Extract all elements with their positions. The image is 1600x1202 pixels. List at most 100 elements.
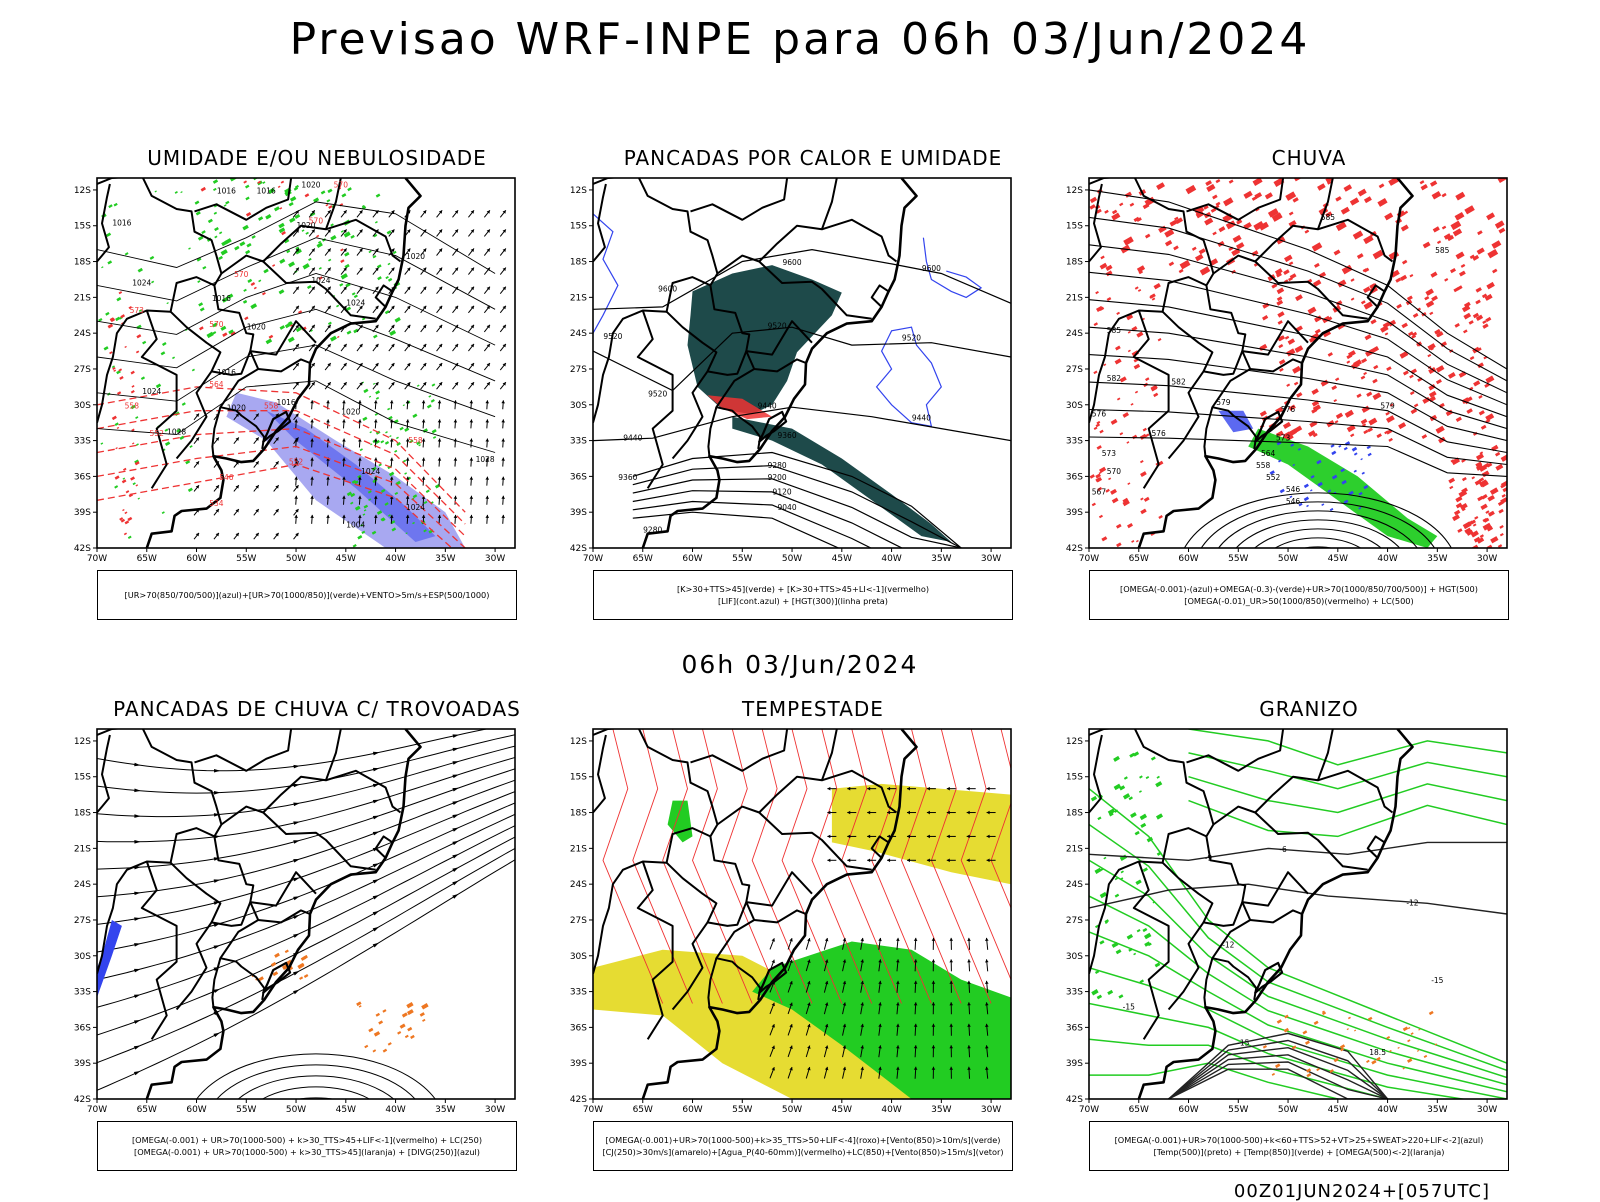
map-granizo: -6-9-12-12-15-15-1518.512S15S18S21S24S27… [1044,697,1524,1177]
lat-tick-label: 24S [74,880,91,890]
lon-tick-label: 40W [881,554,901,564]
contour-label: 9520 [648,389,667,398]
panel-caption: [OMEGA(-0.001) + UR>70(1000-500) + k>30_… [97,1121,517,1171]
contour-label: 570 [1107,467,1122,476]
panel-caption: [OMEGA(-0.001)+UR>70(1000-500)+k>35_TTS>… [593,1121,1013,1171]
lon-tick-label: 45W [832,554,852,564]
lat-tick-label: 18S [74,258,91,268]
contour-label: 1016 [277,398,296,407]
lat-tick-label: 24S [1066,880,1083,890]
lon-tick-label: 35W [1427,554,1447,564]
lat-tick-label: 42S [570,544,587,554]
contour-label: 558 [1256,461,1271,470]
lat-tick-label: 33S [74,437,91,447]
lat-tick-label: 36S [1066,472,1083,482]
contour-label: 546 [1286,485,1301,494]
lat-tick-label: 24S [570,329,587,339]
contour-label: 1024 [132,278,151,287]
contour-label: 9200 [768,473,787,482]
lat-tick-label: 42S [570,1095,587,1105]
contour-label: 9520 [902,333,921,342]
lat-tick-label: 30S [1066,952,1083,962]
contour-label: 9600 [922,264,941,273]
contour-label: 564 [209,380,224,389]
lat-tick-label: 15S [1066,222,1083,232]
contour-label: 567 [1092,487,1107,496]
lon-tick-label: 60W [1178,1105,1198,1115]
lon-tick-label: 70W [583,1105,603,1115]
lat-tick-label: 15S [1066,773,1083,783]
lat-tick-label: 30S [1066,401,1083,411]
contour-label: -9 [1205,853,1213,862]
lon-tick-label: 40W [385,1105,405,1115]
lat-tick-label: 12S [1066,186,1083,196]
lat-tick-label: 12S [570,186,587,196]
contour-label: 1028 [167,428,186,437]
lat-tick-label: 21S [74,293,91,303]
lon-tick-label: 35W [435,554,455,564]
lon-tick-label: 45W [336,1105,356,1115]
lat-tick-label: 27S [1066,916,1083,926]
contour-label: 1004 [346,521,365,530]
lat-tick-label: 27S [570,916,587,926]
lon-tick-label: 55W [236,554,256,564]
contour-label: 1016 [112,219,131,228]
contour-label: 573 [1276,434,1291,443]
lon-tick-label: 40W [1377,1105,1397,1115]
contour-label: 1016 [212,294,231,303]
contour-label: 558 [264,401,279,410]
contour-label: 582 [1107,374,1122,383]
contour-label: 1024 [311,276,330,285]
lat-tick-label: 24S [570,880,587,890]
lon-tick-label: 55W [1228,554,1248,564]
lon-tick-label: 60W [682,1105,702,1115]
lat-tick-label: 18S [570,809,587,819]
contour-label: 9280 [768,461,787,470]
lat-tick-label: 42S [1066,544,1083,554]
caption-line: [K>30+TTS>45](verde) + [K>30+TTS>45+LI<-… [594,583,1012,595]
contour-label: 9280 [643,525,662,534]
lon-tick-label: 50W [286,1105,306,1115]
caption-line: [OMEGA(-0.001)-(azul)+OMEGA(-0.3)-(verde… [1090,583,1508,595]
lat-tick-label: 30S [74,401,91,411]
contour-label: -12 [1222,940,1234,949]
caption-line: [OMEGA(-0.001) + UR>70(1000-500) + k>30_… [98,1134,516,1146]
contour-label: 9120 [773,487,792,496]
panel-caption: [UR>70(850/700/500)](azul)+[UR>70(1000/8… [97,570,517,620]
lon-tick-label: 70W [87,554,107,564]
contour-label: 573 [1102,449,1117,458]
lon-tick-label: 55W [732,1105,752,1115]
lat-tick-label: 24S [1066,329,1083,339]
lon-tick-label: 50W [286,554,306,564]
lat-tick-label: 24S [74,329,91,339]
contour-label: 558 [125,401,140,410]
contour-label: 9520 [603,332,622,341]
contour-label: 582 [1171,377,1186,386]
contour-label: 9600 [658,284,677,293]
lon-tick-label: 50W [782,554,802,564]
lat-tick-label: 39S [74,508,91,518]
caption-line: [OMEGA(-0.001)+UR>70(1000-500)+k<60+TTS>… [1090,1134,1508,1146]
contour-label: 579 [1216,398,1231,407]
contour-label: 564 [1261,449,1276,458]
contour-label: 1028 [476,455,495,464]
caption-line: [LIF](cont.azul) + [HGT(300)](linha pret… [594,595,1012,607]
contour-label: 9520 [768,321,787,330]
lat-tick-label: 42S [1066,1095,1083,1105]
lat-tick-label: 15S [74,222,91,232]
lat-tick-label: 27S [74,916,91,926]
panel-caption: [OMEGA(-0.001)-(azul)+OMEGA(-0.3)-(verde… [1089,570,1509,620]
lat-tick-label: 33S [570,437,587,447]
caption-line: [CJ(250)>30m/s](amarelo)+[Agua_P(40-60mm… [594,1146,1012,1158]
contour-label: 570 [309,216,324,225]
lon-tick-label: 55W [732,554,752,564]
contour-label: 9600 [783,258,802,267]
lon-tick-label: 45W [1328,554,1348,564]
lon-tick-label: 35W [931,554,951,564]
lat-tick-label: 12S [1066,737,1083,747]
lat-tick-label: 15S [570,773,587,783]
